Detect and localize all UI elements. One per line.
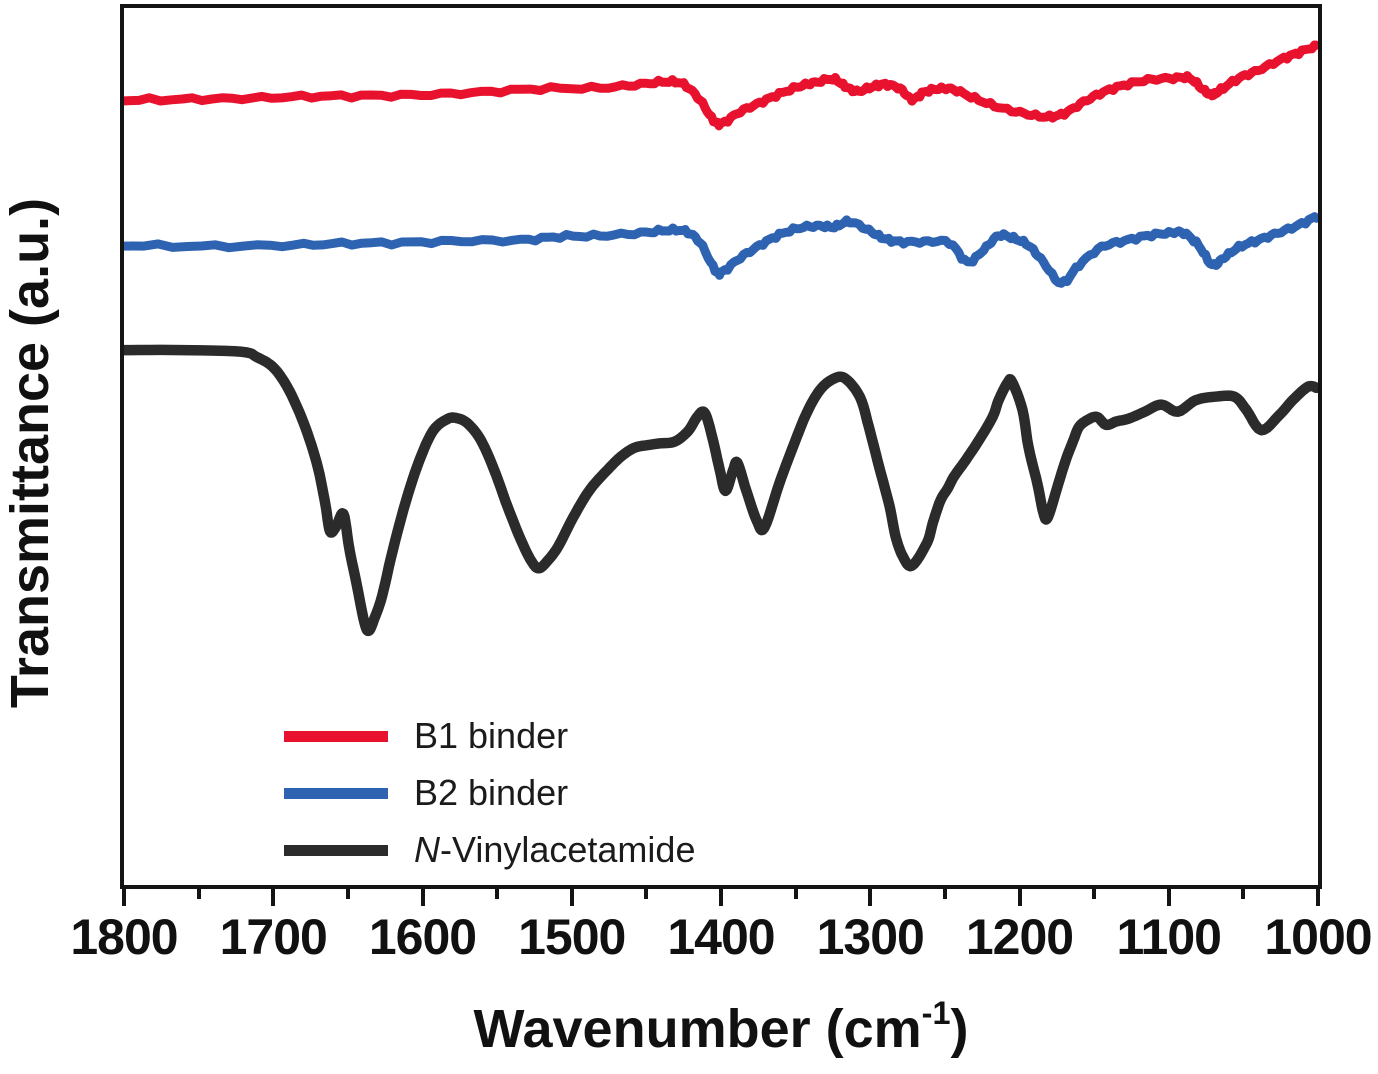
x-axis-title-close: ) [950, 999, 969, 1059]
x-axis-minor-tick [793, 889, 798, 899]
x-axis-minor-tick [495, 889, 500, 899]
x-axis-tick-label: 1700 [219, 909, 328, 965]
x-axis-minor-tick [644, 889, 649, 899]
x-axis-minor-tick [345, 889, 350, 899]
nva-spectrum-line [124, 344, 1318, 637]
legend-swatch-b2 [284, 787, 388, 799]
x-axis-tick-label: 1200 [965, 909, 1074, 965]
x-axis-minor-tick [942, 889, 947, 899]
b1-spectrum-line [124, 40, 1318, 131]
x-axis-major-tick [1316, 889, 1320, 906]
legend-label-nva: N-Vinylacetamide [414, 829, 696, 870]
x-axis-tick-label: 1500 [518, 909, 626, 965]
x-axis-major-tick [719, 889, 723, 906]
x-axis-title-superscript: -1 [921, 995, 951, 1031]
x-axis-minor-tick [196, 889, 201, 899]
x-axis-major-tick [271, 889, 276, 906]
x-axis-major-tick [1166, 889, 1171, 906]
x-axis-minor-tick [1241, 889, 1246, 899]
x-axis-tick-label: 1600 [368, 909, 477, 965]
legend-label-b2: B2 binder [414, 772, 569, 813]
plot-area: B1 binder B2 binder N-Vinylacetamide [120, 4, 1322, 889]
x-axis-minor-tick [1092, 889, 1097, 899]
legend-item-b1: B1 binder [284, 711, 695, 761]
legend-swatch-b1 [284, 730, 388, 742]
x-axis-major-tick [1017, 889, 1022, 906]
x-axis-title-text: Wavenumber (cm [473, 999, 922, 1059]
legend-label-b1: B1 binder [414, 715, 569, 756]
x-axis-title: Wavenumber (cm-1) [120, 995, 1322, 1060]
x-axis-major-tick [569, 889, 574, 906]
legend-item-nva: N-Vinylacetamide [284, 825, 695, 875]
legend-item-b2: B2 binder [284, 768, 695, 818]
x-axis-major-tick [122, 889, 126, 906]
x-axis-tick-label: 1300 [816, 909, 925, 965]
legend-swatch-nva [284, 844, 388, 856]
x-axis-tick-label: 1000 [1264, 909, 1372, 965]
y-axis-title: Transmittance (a.u.) [0, 197, 60, 709]
legend: B1 binder B2 binder N-Vinylacetamide [284, 711, 695, 882]
x-axis-major-tick [420, 889, 425, 906]
spectra-canvas [124, 40, 1318, 637]
x-axis-major-tick [868, 889, 873, 906]
b2-spectrum-line [124, 212, 1318, 288]
x-axis-tick-label: 1800 [70, 909, 178, 965]
x-axis-tick-label: 1100 [1116, 909, 1222, 965]
x-axis-tick-label: 1400 [667, 909, 775, 965]
